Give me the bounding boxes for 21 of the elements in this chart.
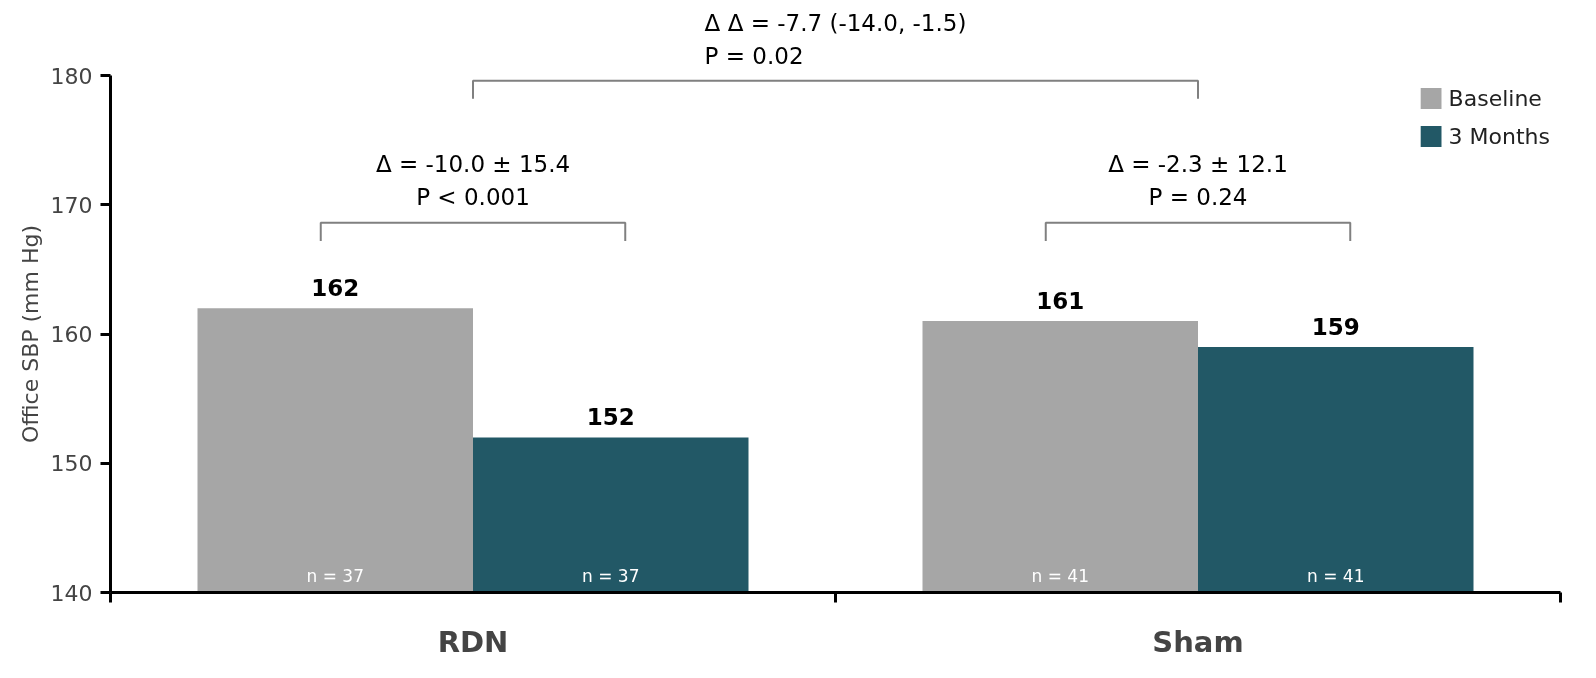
data-label: 161 [1036, 288, 1085, 315]
y-axis-title: Office SBP (mm Hg) [17, 224, 43, 444]
legend-label: 3 Months [1448, 123, 1550, 149]
annotation: Δ = -2.3 ± 12.1 P = 0.24 [1108, 151, 1288, 210]
annotation: n = 37 [582, 566, 640, 587]
data-label: 152 [586, 404, 635, 431]
x-tick-label: RDN [437, 624, 509, 659]
annotation: n = 41 [1031, 566, 1089, 587]
annotation: Δ = -10.0 ± 15.4 P < 0.001 [375, 151, 571, 210]
data-label: 162 [311, 275, 360, 302]
legend-label: Baseline [1448, 85, 1542, 111]
annotation: n = 37 [306, 566, 364, 587]
text: Δ Δ = -7.7 (-14.0, -1.5) P = 0.02 [704, 10, 967, 69]
annotation: n = 41 [1307, 566, 1365, 587]
x-tick-label: Sham [1152, 624, 1244, 659]
data-label: 159 [1311, 313, 1360, 340]
y-tick-label: 150 [50, 451, 93, 477]
y-tick-label: 140 [50, 580, 93, 606]
y-tick-label: 180 [50, 63, 93, 89]
y-tick-label: 160 [50, 322, 93, 347]
y-tick-label: 170 [50, 192, 93, 218]
